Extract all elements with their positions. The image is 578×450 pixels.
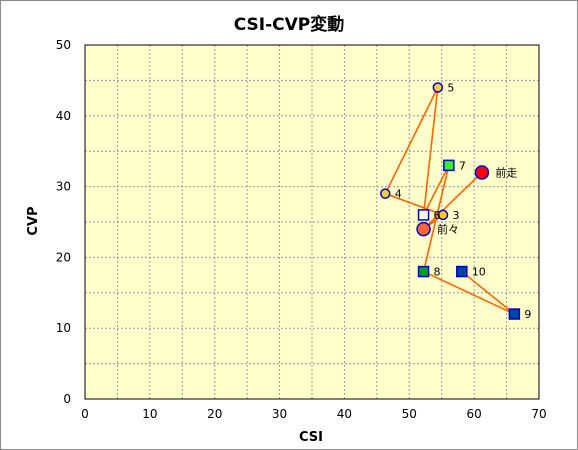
axis-ticks: 0 10 20 30 40 50 60 70 0 10 20 30 40 50 bbox=[56, 38, 547, 421]
point-label: 4 bbox=[395, 188, 402, 201]
y-tick-label: 30 bbox=[56, 180, 71, 194]
y-axis-label: CVP bbox=[26, 206, 41, 235]
x-tick-label: 0 bbox=[81, 407, 89, 421]
data-point bbox=[456, 265, 468, 278]
x-tick-label: 50 bbox=[402, 407, 417, 421]
point-label: 6 bbox=[434, 209, 441, 222]
point-label: 8 bbox=[434, 266, 441, 279]
data-point bbox=[437, 209, 449, 221]
point-label: 前走 bbox=[495, 165, 517, 179]
data-point bbox=[416, 221, 431, 237]
y-tick-label: 20 bbox=[56, 250, 71, 264]
data-point bbox=[508, 308, 521, 320]
x-tick-label: 70 bbox=[531, 407, 546, 421]
y-tick-label: 0 bbox=[63, 392, 71, 406]
chart-title: CSI-CVP変動 bbox=[234, 14, 345, 35]
data-point bbox=[443, 159, 455, 172]
x-tick-label: 20 bbox=[207, 407, 222, 421]
data-points bbox=[380, 82, 521, 320]
data-point bbox=[474, 165, 490, 180]
y-tick-label: 50 bbox=[56, 38, 71, 52]
data-point bbox=[432, 82, 444, 93]
grid-lines bbox=[85, 45, 539, 399]
point-label: 7 bbox=[459, 159, 466, 172]
point-label: 3 bbox=[453, 209, 460, 222]
data-point bbox=[417, 209, 430, 221]
x-axis-label: CSI bbox=[299, 430, 323, 445]
x-tick-label: 60 bbox=[467, 407, 482, 421]
data-point bbox=[417, 265, 430, 278]
x-tick-label: 30 bbox=[272, 407, 287, 421]
connection-path bbox=[384, 87, 515, 315]
data-point bbox=[380, 188, 391, 199]
connection-line bbox=[384, 87, 515, 315]
point-label: 5 bbox=[447, 81, 454, 94]
y-tick-label: 10 bbox=[56, 321, 71, 335]
plot-border bbox=[84, 44, 540, 400]
x-tick-label: 10 bbox=[142, 407, 157, 421]
point-label: 前々 bbox=[437, 222, 459, 236]
point-label: 10 bbox=[472, 266, 486, 279]
y-tick-label: 40 bbox=[56, 109, 71, 123]
x-tick-label: 40 bbox=[337, 407, 352, 421]
point-label: 9 bbox=[524, 308, 531, 321]
